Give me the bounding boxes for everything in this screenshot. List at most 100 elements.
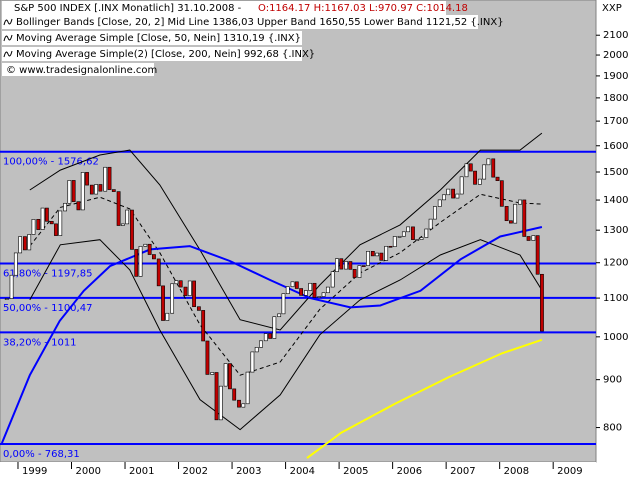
- candle: [170, 283, 175, 314]
- candle: [459, 176, 464, 195]
- candle: [477, 178, 482, 185]
- candle: [237, 399, 241, 408]
- candle: [335, 258, 339, 272]
- candle: [9, 274, 14, 299]
- fib-label: 38,20% - 1011: [3, 337, 77, 348]
- candle: [241, 403, 246, 408]
- candle: [223, 363, 228, 387]
- candle: [268, 333, 272, 339]
- legend-label: Bollinger Bands [Close, 20, 2] Mid Line …: [16, 17, 504, 28]
- candle: [98, 184, 103, 192]
- x-tick-label: 1999: [22, 466, 47, 477]
- candle: [63, 202, 67, 212]
- candle: [71, 180, 76, 202]
- candle: [103, 166, 108, 192]
- y-tick-label: 1500: [603, 167, 628, 178]
- candle: [85, 172, 89, 186]
- candle: [361, 265, 366, 267]
- y-tick-label: 800: [603, 423, 622, 434]
- candle: [379, 252, 384, 261]
- legend-label: Moving Average Simple [Close, 50, Nein] …: [16, 33, 301, 44]
- candle: [411, 226, 415, 240]
- candle: [428, 218, 433, 230]
- candle: [116, 191, 121, 226]
- candle: [294, 281, 299, 289]
- candle: [357, 265, 362, 278]
- candle: [125, 209, 130, 225]
- y-tick-label: 1300: [603, 225, 628, 236]
- candle: [339, 258, 344, 270]
- legend-box: [2, 15, 478, 29]
- candle: [491, 158, 496, 178]
- candle: [210, 372, 215, 375]
- candle: [67, 180, 72, 204]
- candle: [531, 235, 536, 241]
- plot-area: [0, 0, 597, 463]
- candle: [419, 237, 424, 240]
- y-tick-label: 1000: [603, 332, 628, 343]
- x-tick-label: 2007: [450, 466, 475, 477]
- candle: [27, 234, 32, 251]
- x-tick-label: 2000: [76, 466, 101, 477]
- candle: [442, 194, 446, 201]
- candle: [107, 166, 112, 190]
- candle: [312, 282, 317, 298]
- candle: [486, 158, 491, 166]
- fib-label: 50,00% - 1100,47: [3, 303, 92, 314]
- y-tick-label: 1100: [603, 293, 628, 304]
- x-tick-label: 2002: [183, 466, 208, 477]
- candle: [330, 271, 335, 288]
- candle: [304, 290, 308, 296]
- y-tick-label: 1600: [603, 141, 628, 152]
- candle: [80, 172, 85, 211]
- candle: [513, 203, 518, 224]
- axis-code: XXP: [602, 3, 622, 14]
- y-tick-label: 2100: [603, 30, 628, 41]
- x-tick-label: 2003: [236, 466, 261, 477]
- candle: [205, 340, 210, 375]
- candle: [232, 388, 237, 401]
- fib-label: 100,00% - 1576,62: [3, 157, 99, 168]
- candle: [196, 306, 201, 311]
- legend-icon: [3, 18, 13, 26]
- candle: [228, 363, 232, 390]
- candle: [464, 163, 469, 178]
- candle: [143, 243, 148, 247]
- candle: [522, 199, 527, 237]
- candle: [147, 243, 152, 255]
- candle: [187, 280, 192, 296]
- candle: [468, 163, 473, 172]
- candle: [388, 245, 393, 248]
- legend-box: [2, 47, 302, 61]
- candle: [44, 207, 49, 222]
- candle: [344, 261, 348, 270]
- candle: [201, 310, 206, 342]
- candle: [285, 286, 290, 295]
- candle: [36, 219, 41, 230]
- bollinger-lower: [29, 239, 543, 431]
- candle: [165, 312, 170, 321]
- candle: [415, 239, 420, 241]
- y-tick-label: 1900: [603, 71, 628, 82]
- candle: [317, 296, 322, 298]
- candle: [111, 189, 116, 192]
- candle: [321, 292, 326, 297]
- moving-average: [306, 338, 543, 459]
- candle: [23, 236, 27, 251]
- candle: [18, 236, 23, 254]
- candle: [152, 254, 156, 260]
- candle: [263, 333, 268, 342]
- candle: [499, 180, 504, 207]
- y-tick-label: 900: [603, 375, 622, 386]
- bollinger-upper: [29, 132, 543, 331]
- x-tick-label: 2006: [397, 466, 422, 477]
- candle: [437, 199, 442, 207]
- candle: [120, 223, 125, 226]
- candle: [49, 220, 54, 225]
- candle: [130, 209, 134, 250]
- y-tick-label: 1700: [603, 116, 628, 127]
- x-tick-label: 2009: [557, 466, 582, 477]
- x-tick-label: 2004: [290, 466, 315, 477]
- candle: [13, 252, 18, 276]
- candle: [392, 236, 397, 247]
